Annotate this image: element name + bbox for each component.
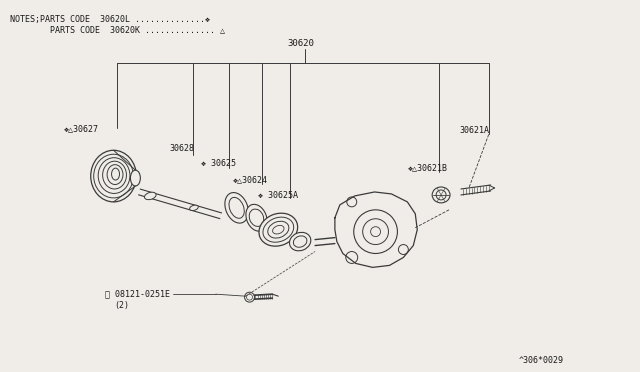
Text: NOTES;PARTS CODE  30620L ..............❖: NOTES;PARTS CODE 30620L ..............❖ (10, 15, 211, 24)
Ellipse shape (229, 198, 244, 218)
Text: ❖△30624: ❖△30624 (233, 176, 268, 185)
Ellipse shape (436, 190, 446, 200)
Ellipse shape (249, 209, 264, 227)
Text: ❖ 30625: ❖ 30625 (201, 159, 236, 168)
Text: ❖△30627: ❖△30627 (64, 124, 99, 133)
Ellipse shape (293, 236, 307, 247)
Ellipse shape (189, 205, 198, 211)
Ellipse shape (102, 161, 127, 189)
Text: ❖△30621B: ❖△30621B (407, 164, 447, 173)
Ellipse shape (268, 221, 289, 238)
Polygon shape (335, 192, 417, 267)
Text: 30628: 30628 (169, 144, 194, 153)
Ellipse shape (432, 187, 450, 203)
Ellipse shape (263, 217, 294, 242)
Text: 30621A: 30621A (459, 126, 489, 135)
Ellipse shape (93, 154, 133, 198)
Text: Ⓑ 08121-0251E: Ⓑ 08121-0251E (104, 290, 170, 299)
Ellipse shape (131, 170, 140, 186)
Ellipse shape (259, 213, 298, 246)
Ellipse shape (289, 232, 311, 251)
Ellipse shape (111, 168, 120, 180)
Ellipse shape (107, 165, 123, 185)
Ellipse shape (98, 158, 130, 193)
Text: PARTS CODE  30620K .............. △: PARTS CODE 30620K .............. △ (10, 26, 225, 35)
Text: (2): (2) (115, 301, 129, 310)
Text: 30620: 30620 (287, 39, 314, 48)
Ellipse shape (246, 204, 267, 231)
Ellipse shape (145, 192, 156, 200)
Ellipse shape (91, 150, 136, 202)
Ellipse shape (273, 225, 284, 234)
Text: ^306*0029: ^306*0029 (518, 356, 563, 365)
Text: ❖ 30625A: ❖ 30625A (259, 192, 298, 201)
Ellipse shape (225, 193, 248, 223)
